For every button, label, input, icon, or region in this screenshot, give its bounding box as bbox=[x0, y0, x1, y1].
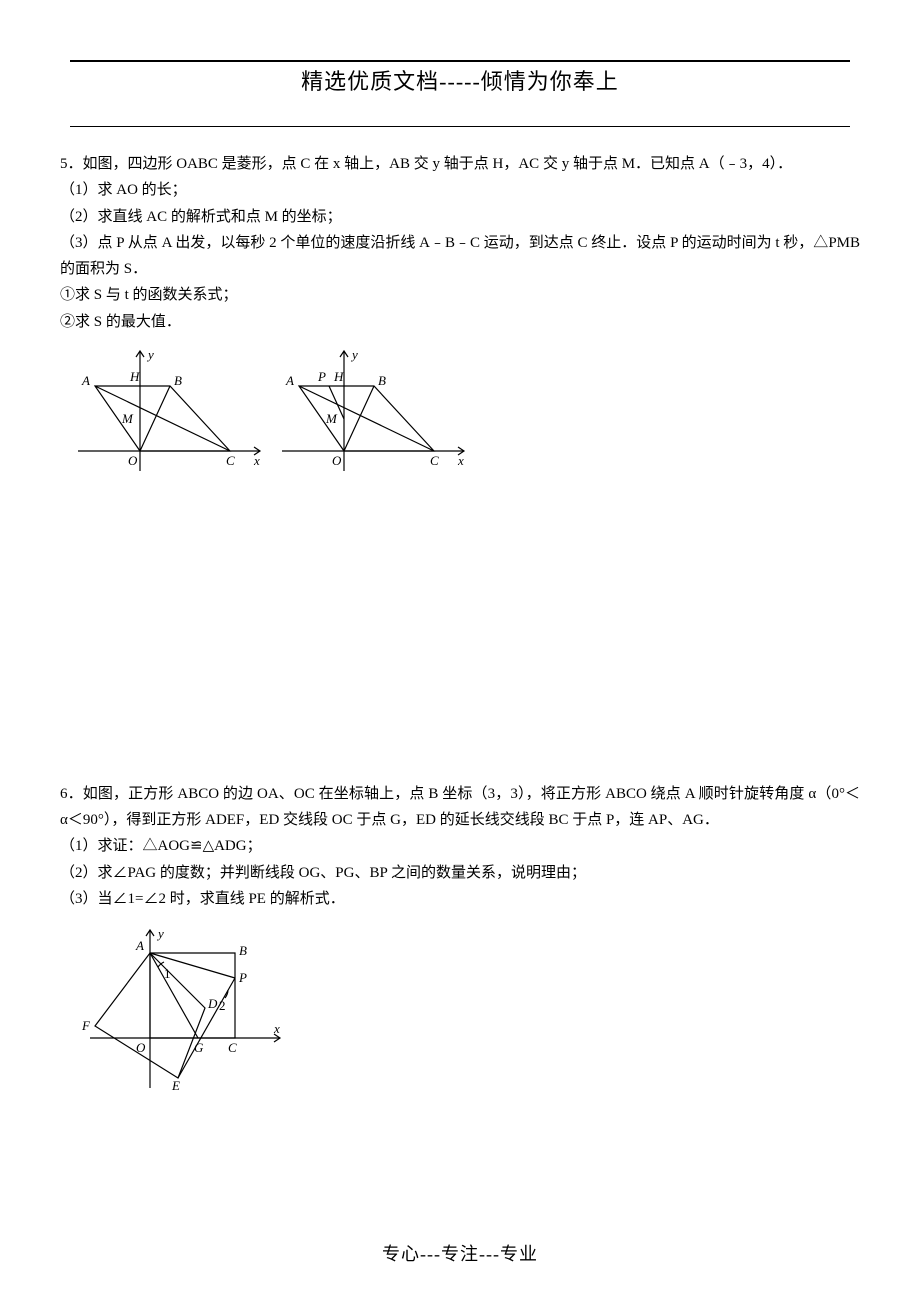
q5p2-label-x: x bbox=[457, 453, 464, 468]
q5-line-4: ①求 S 与 t 的函数关系式； bbox=[60, 282, 860, 308]
q5p1-label-C: C bbox=[226, 453, 235, 468]
q6-line-3: （3）当∠1=∠2 时，求直线 PE 的解析式． bbox=[60, 886, 860, 912]
q5p2-label-M: M bbox=[325, 411, 338, 426]
q5p2-label-P: P bbox=[317, 369, 326, 384]
q6-figure-svg: A B P D C G O E F x y 1 2 bbox=[70, 918, 300, 1098]
q6-label-ang2: 2 bbox=[219, 998, 226, 1013]
q6-label-y: y bbox=[156, 926, 164, 941]
content: 5．如图，四边形 OABC 是菱形，点 C 在 x 轴上，AB 交 y 轴于点 … bbox=[40, 151, 880, 1107]
q6-label-x: x bbox=[273, 1021, 280, 1036]
q5p1-label-M: M bbox=[121, 411, 134, 426]
q6-label-G: G bbox=[194, 1040, 204, 1055]
q6-label-A: A bbox=[135, 938, 144, 953]
q5p1-label-y: y bbox=[146, 347, 154, 362]
q6-figure: A B P D C G O E F x y 1 2 bbox=[70, 918, 860, 1107]
q6-label-P: P bbox=[238, 970, 247, 985]
footer-text: 专心---专注---专业 bbox=[382, 1244, 538, 1264]
q6-label-C: C bbox=[228, 1040, 237, 1055]
spacer bbox=[60, 501, 860, 781]
q5p2-label-y: y bbox=[350, 347, 358, 362]
page-header: 精选优质文档-----倾情为你奉上 bbox=[70, 64, 850, 102]
q5-line-0: 5．如图，四边形 OABC 是菱形，点 C 在 x 轴上，AB 交 y 轴于点 … bbox=[60, 151, 860, 177]
q5-line-1: （1）求 AO 的长； bbox=[60, 177, 860, 203]
page: 精选优质文档-----倾情为你奉上 5．如图，四边形 OABC 是菱形，点 C … bbox=[0, 0, 920, 1302]
q5p2-label-C: C bbox=[430, 453, 439, 468]
q6-label-F: F bbox=[81, 1018, 91, 1033]
q5p2-label-H: H bbox=[333, 369, 344, 384]
page-footer: 专心---专注---专业 bbox=[0, 1240, 920, 1266]
q5p1-label-H: H bbox=[129, 369, 140, 384]
q5p2-label-A: A bbox=[285, 373, 294, 388]
q5p1-label-x: x bbox=[253, 453, 260, 468]
header-rule-bottom bbox=[70, 126, 850, 127]
q5-figure-panel1: A H B M O C x y bbox=[70, 341, 270, 491]
header-title: 精选优质文档-----倾情为你奉上 bbox=[301, 69, 619, 94]
q5-figure-panel2: A P H B M O C x y bbox=[274, 341, 474, 491]
q6-label-E: E bbox=[171, 1078, 180, 1093]
q6-label-O: O bbox=[136, 1040, 146, 1055]
q5-line-2: （2）求直线 AC 的解析式和点 M 的坐标； bbox=[60, 204, 860, 230]
q6-label-ang1: 1 bbox=[164, 966, 171, 981]
q6-line-0: 6．如图，正方形 ABCO 的边 OA、OC 在坐标轴上，点 B 坐标（3，3）… bbox=[60, 781, 860, 834]
q5-line-3: （3）点 P 从点 A 出发，以每秒 2 个单位的速度沿折线 A﹣B﹣C 运动，… bbox=[60, 230, 860, 283]
q6-label-B: B bbox=[239, 943, 247, 958]
q5p1-label-A: A bbox=[81, 373, 90, 388]
q6-line-2: （2）求∠PAG 的度数；并判断线段 OG、PG、BP 之间的数量关系，说明理由… bbox=[60, 860, 860, 886]
q5p1-label-O: O bbox=[128, 453, 138, 468]
q6-line-1: （1）求证：△AOG≌△ADG； bbox=[60, 833, 860, 859]
q5-figure: A H B M O C x y bbox=[70, 341, 860, 491]
q5-line-5: ②求 S 的最大值． bbox=[60, 309, 860, 335]
q5p2-label-O: O bbox=[332, 453, 342, 468]
q5p2-label-B: B bbox=[378, 373, 386, 388]
q6-label-D: D bbox=[207, 996, 218, 1011]
q5p1-label-B: B bbox=[174, 373, 182, 388]
